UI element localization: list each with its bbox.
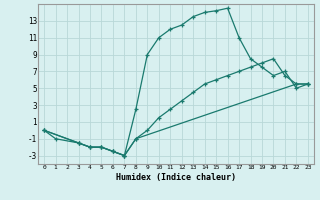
X-axis label: Humidex (Indice chaleur): Humidex (Indice chaleur) xyxy=(116,173,236,182)
